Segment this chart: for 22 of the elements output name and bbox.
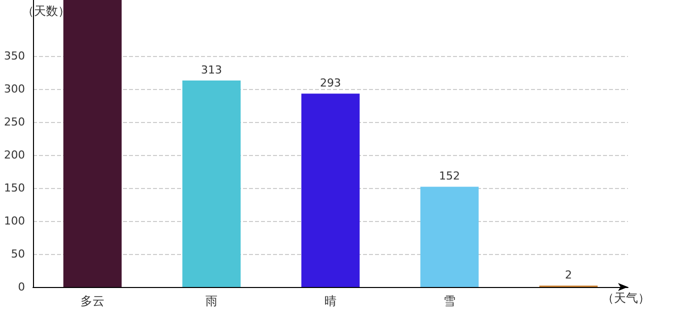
- x-axis-title: （天气）: [602, 291, 650, 305]
- y-tick-label: 150: [4, 182, 25, 195]
- x-tick-label: 雨: [206, 294, 218, 308]
- data-label: 152: [439, 170, 460, 183]
- y-tick-label: 300: [4, 82, 25, 96]
- x-tick-label: 晴: [324, 294, 336, 308]
- y-axis-title: （天数）: [22, 4, 70, 18]
- x-tick-label: 多云: [80, 294, 104, 308]
- bar: [63, 0, 122, 287]
- data-label: 313: [201, 63, 222, 76]
- y-tick-label: 50: [11, 248, 25, 261]
- data-label: 2: [565, 268, 572, 282]
- y-tick-label: 0: [18, 280, 25, 294]
- bar: [301, 94, 360, 287]
- y-tick-label: 250: [4, 116, 25, 129]
- bar: [420, 186, 479, 287]
- data-label: 293: [320, 76, 341, 90]
- y-tick-label: 350: [4, 50, 25, 63]
- y-tick-label: 100: [4, 214, 25, 228]
- y-tick-label: 200: [4, 148, 25, 162]
- x-tick-label: 雪: [444, 294, 456, 308]
- bar: [182, 80, 241, 287]
